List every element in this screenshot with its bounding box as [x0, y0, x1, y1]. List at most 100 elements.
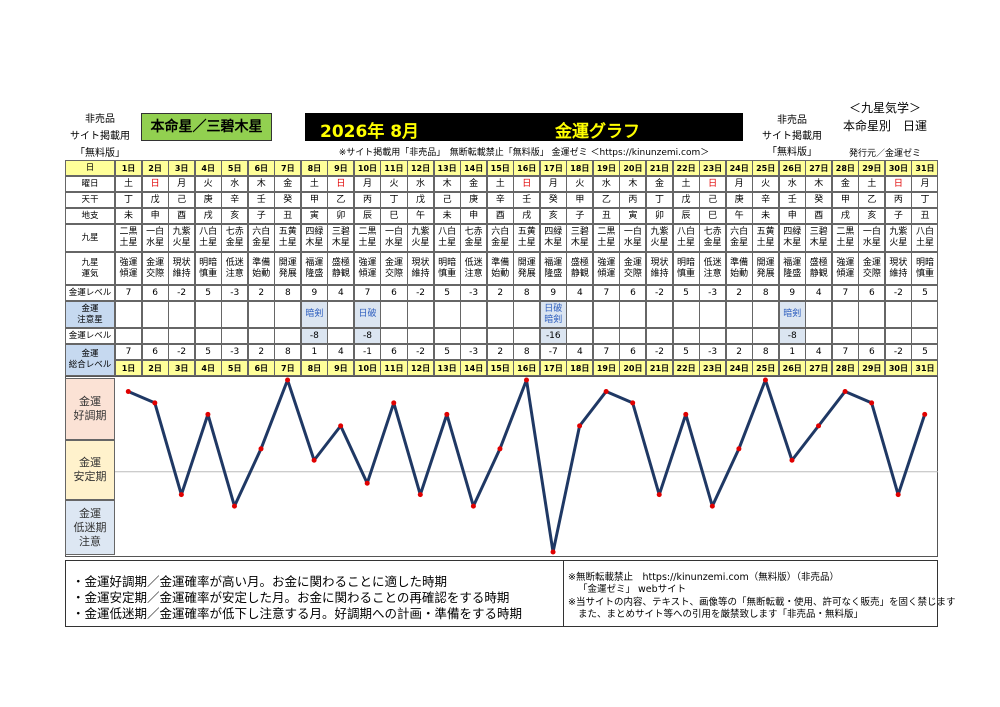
unki-cell: 金運交際	[619, 252, 647, 285]
legend-line: ・金運低迷期／金運確率が低下し注意する月。好調期への計画・準備をする時期	[72, 606, 523, 621]
total-point	[125, 388, 131, 394]
kan-cell: 庚	[460, 192, 488, 208]
caution-cell	[327, 301, 355, 328]
day-cell: 14日	[460, 360, 488, 376]
unki-cell: 福運隆盛	[778, 252, 806, 285]
unki-cell: 強運傾運	[353, 252, 381, 285]
level-cell: 4	[327, 285, 355, 301]
days-cell: 26日	[778, 160, 806, 176]
total-point	[789, 457, 795, 463]
caution-cell	[858, 301, 886, 328]
total-cell: 4	[327, 344, 355, 360]
level-cell: -2	[645, 285, 673, 301]
day-cell: 2日	[141, 360, 169, 376]
shi-cell: 未	[433, 208, 461, 224]
kyusei-cell: 一白水星	[858, 224, 886, 252]
shi-cell: 寅	[619, 208, 647, 224]
total-point	[816, 423, 822, 429]
day-cell: 27日	[805, 360, 833, 376]
unki-cell: 低迷注意	[460, 252, 488, 285]
total-cell: -7	[539, 344, 567, 360]
kyusei-cell: 九紫火星	[168, 224, 196, 252]
shi-cell: 丑	[911, 208, 939, 224]
level-cell: 8	[513, 285, 541, 301]
shi-cell: 亥	[539, 208, 567, 224]
day-cell: 17日	[539, 360, 567, 376]
level-cell: 4	[566, 285, 594, 301]
caution-cell	[672, 301, 700, 328]
row-label: 金運レベル	[65, 285, 115, 301]
total-point	[364, 480, 370, 486]
kyusei-cell: 五黄土星	[752, 224, 780, 252]
caution-cell	[141, 301, 169, 328]
caution_level-cell	[194, 328, 222, 344]
shi-cell: 亥	[858, 208, 886, 224]
kan-cell: 壬	[513, 192, 541, 208]
unki-cell: 明暗慎重	[433, 252, 461, 285]
kan-cell: 辛	[752, 192, 780, 208]
level-cell: 7	[831, 285, 859, 301]
weekdays-cell: 日	[699, 176, 727, 192]
shi-cell: 寅	[300, 208, 328, 224]
kan-cell: 壬	[778, 192, 806, 208]
level-cell: 2	[725, 285, 753, 301]
total-cell: 4	[805, 344, 833, 360]
honmei-box: 本命星／三碧木星	[141, 113, 272, 141]
level-cell: 4	[805, 285, 833, 301]
day-cell: 10日	[353, 360, 381, 376]
unki-cell: 盛極静観	[327, 252, 355, 285]
kan-cell: 乙	[327, 192, 355, 208]
row-label: 金運レベル	[65, 328, 115, 344]
total-point	[444, 411, 450, 417]
shi-cell: 戌	[194, 208, 222, 224]
day-cell: 30日	[884, 360, 912, 376]
caution_level-cell	[566, 328, 594, 344]
total-point	[497, 446, 503, 452]
weekdays-cell: 土	[858, 176, 886, 192]
total-cell: 8	[513, 344, 541, 360]
caution_level-cell	[699, 328, 727, 344]
weekdays-cell: 木	[619, 176, 647, 192]
level-cell: 5	[672, 285, 700, 301]
level-cell: -2	[884, 285, 912, 301]
caution_level-cell	[407, 328, 435, 344]
day-cell: 22日	[672, 360, 700, 376]
shi-cell: 戌	[831, 208, 859, 224]
caution-cell	[831, 301, 859, 328]
day-cell: 23日	[699, 360, 727, 376]
zone-label: 金運 低迷期 注意	[65, 500, 115, 555]
caution-cell	[433, 301, 461, 328]
caution-cell	[194, 301, 222, 328]
kan-cell: 丙	[884, 192, 912, 208]
shi-cell: 酉	[805, 208, 833, 224]
kan-cell: 己	[699, 192, 727, 208]
unki-cell: 盛極静観	[566, 252, 594, 285]
shi-cell: 辰	[353, 208, 381, 224]
kan-cell: 丁	[645, 192, 673, 208]
day-cell: 7日	[274, 360, 302, 376]
shi-cell: 未	[752, 208, 780, 224]
days-cell: 7日	[274, 160, 302, 176]
kyusei-cell: 二黒土星	[353, 224, 381, 252]
days-cell: 15日	[486, 160, 514, 176]
day-cell: 4日	[194, 360, 222, 376]
day-cell: 25日	[752, 360, 780, 376]
level-cell: -2	[168, 285, 196, 301]
kyusei-cell: 七赤金星	[460, 224, 488, 252]
weekdays-cell: 金	[460, 176, 488, 192]
caution-cell	[699, 301, 727, 328]
kan-cell: 己	[433, 192, 461, 208]
kyusei-cell: 六白金星	[247, 224, 275, 252]
caution_level-cell	[884, 328, 912, 344]
days-cell: 4日	[194, 160, 222, 176]
unki-cell: 強運傾運	[831, 252, 859, 285]
day-cell: 11日	[380, 360, 408, 376]
level-cell: 6	[858, 285, 886, 301]
caution_level-cell: -16	[539, 328, 567, 344]
caution_level-cell	[221, 328, 249, 344]
caution-cell	[592, 301, 620, 328]
shi-cell: 亥	[221, 208, 249, 224]
shi-cell: 丑	[592, 208, 620, 224]
shi-cell: 丑	[274, 208, 302, 224]
